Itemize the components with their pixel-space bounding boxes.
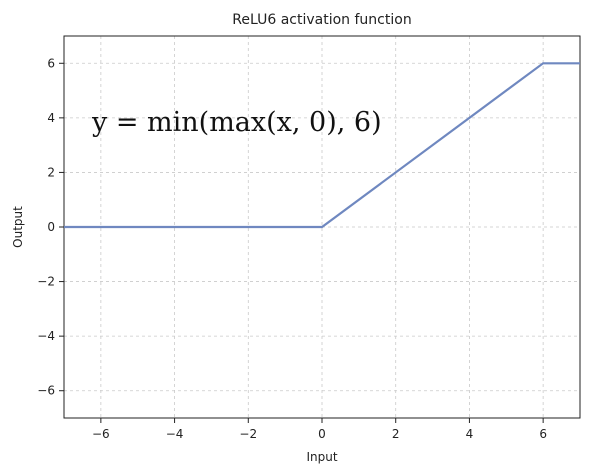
x-tick-label: 0 (318, 427, 326, 441)
x-tick-label: −6 (92, 427, 110, 441)
axis-ticks: −6 −4 −2 0 2 4 6 −6 −4 −2 0 2 4 6 (37, 56, 547, 441)
y-axis-label: Output (11, 206, 25, 248)
y-tick-label: −2 (37, 275, 55, 289)
x-tick-label: 6 (539, 427, 547, 441)
x-tick-label: −2 (239, 427, 257, 441)
chart-title: ReLU6 activation function (232, 12, 411, 28)
x-tick-label: −4 (166, 427, 184, 441)
y-tick-label: −4 (37, 329, 55, 343)
y-tick-label: −6 (37, 384, 55, 398)
y-tick-label: 6 (47, 56, 55, 70)
y-tick-label: 2 (47, 165, 55, 179)
y-tick-label: 4 (47, 111, 55, 125)
x-tick-label: 2 (392, 427, 400, 441)
formula-annotation: y = min(max(x, 0), 6) (91, 107, 382, 138)
x-axis-label: Input (306, 450, 337, 464)
y-tick-label: 0 (47, 220, 55, 234)
x-tick-label: 4 (466, 427, 474, 441)
relu6-series-line (64, 62, 580, 229)
